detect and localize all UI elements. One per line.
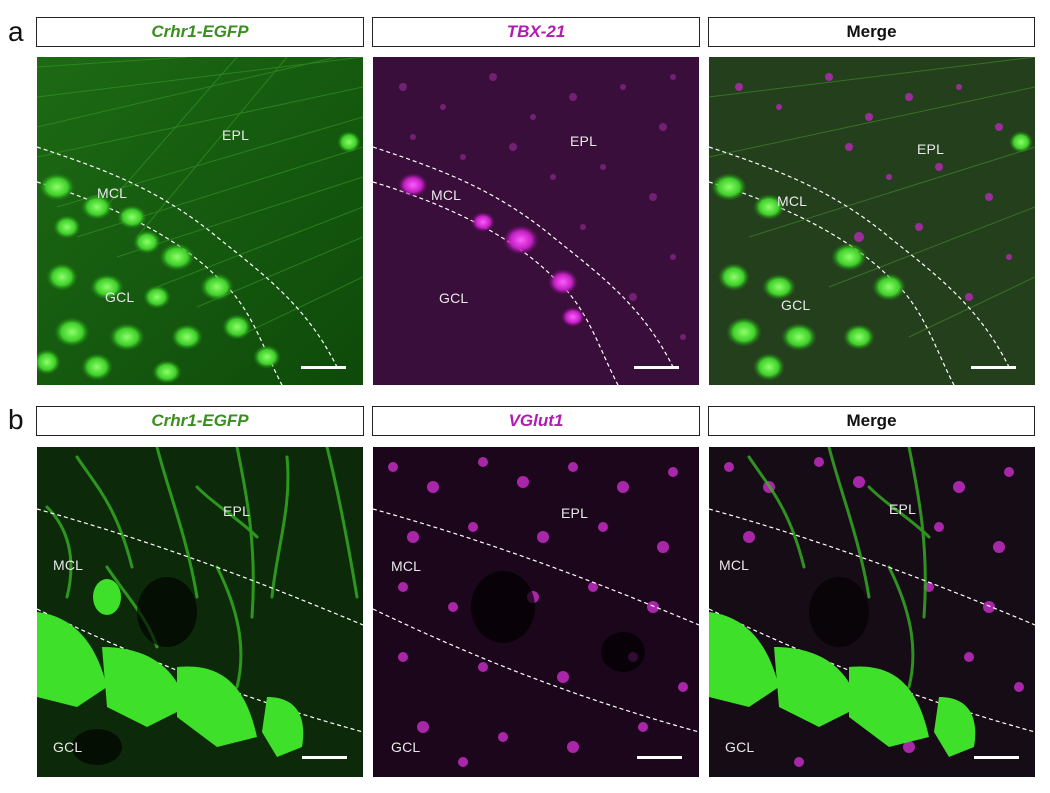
region-label-gcl: GCL [53,739,83,755]
scale-bar [634,366,679,369]
region-label-mcl: MCL [719,557,750,573]
micrograph-a-magenta-image [373,57,699,385]
micrograph-b-crhr1-egfp: EPL MCL GCL [37,447,363,777]
region-label-gcl: GCL [391,739,421,755]
header-a-green: Crhr1-EGFP [36,17,364,47]
scale-bar [302,756,347,759]
header-b-merge: Merge [708,406,1035,436]
header-a-merge: Merge [708,17,1035,47]
region-label-epl: EPL [570,133,598,149]
scale-bar [974,756,1019,759]
micrograph-b-green-image [37,447,363,777]
micrograph-a-merge-image [709,57,1035,385]
region-label-gcl: GCL [725,739,755,755]
header-b-green: Crhr1-EGFP [36,406,364,436]
header-b-magenta: VGlut1 [372,406,700,436]
micrograph-a-green-image [37,57,363,385]
micrograph-a-crhr1-egfp: EPL MCL GCL [37,57,363,385]
region-label-epl: EPL [222,127,250,143]
region-label-gcl: GCL [105,289,135,305]
micrograph-a-merge: EPL MCL GCL [709,57,1035,385]
micrograph-b-merge: EPL MCL GCL [709,447,1035,777]
scale-bar [301,366,346,369]
header-a-magenta: TBX-21 [372,17,700,47]
region-label-epl: EPL [889,501,917,517]
micrograph-b-magenta-image [373,447,699,777]
row-letter-a: a [8,16,24,47]
region-label-gcl: GCL [781,297,811,313]
scale-bar [971,366,1016,369]
region-label-gcl: GCL [439,290,469,306]
row-letter-b: b [8,404,24,435]
region-label-epl: EPL [223,503,251,519]
micrograph-b-vglut1: EPL MCL GCL [373,447,699,777]
micrograph-b-merge-image [709,447,1035,777]
region-label-mcl: MCL [777,193,808,209]
region-label-mcl: MCL [53,557,84,573]
region-label-mcl: MCL [97,185,128,201]
region-label-mcl: MCL [391,558,422,574]
scale-bar [637,756,682,759]
region-label-epl: EPL [561,505,589,521]
micrograph-a-tbx21: EPL MCL GCL [373,57,699,385]
region-label-mcl: MCL [431,187,462,203]
region-label-epl: EPL [917,141,945,157]
